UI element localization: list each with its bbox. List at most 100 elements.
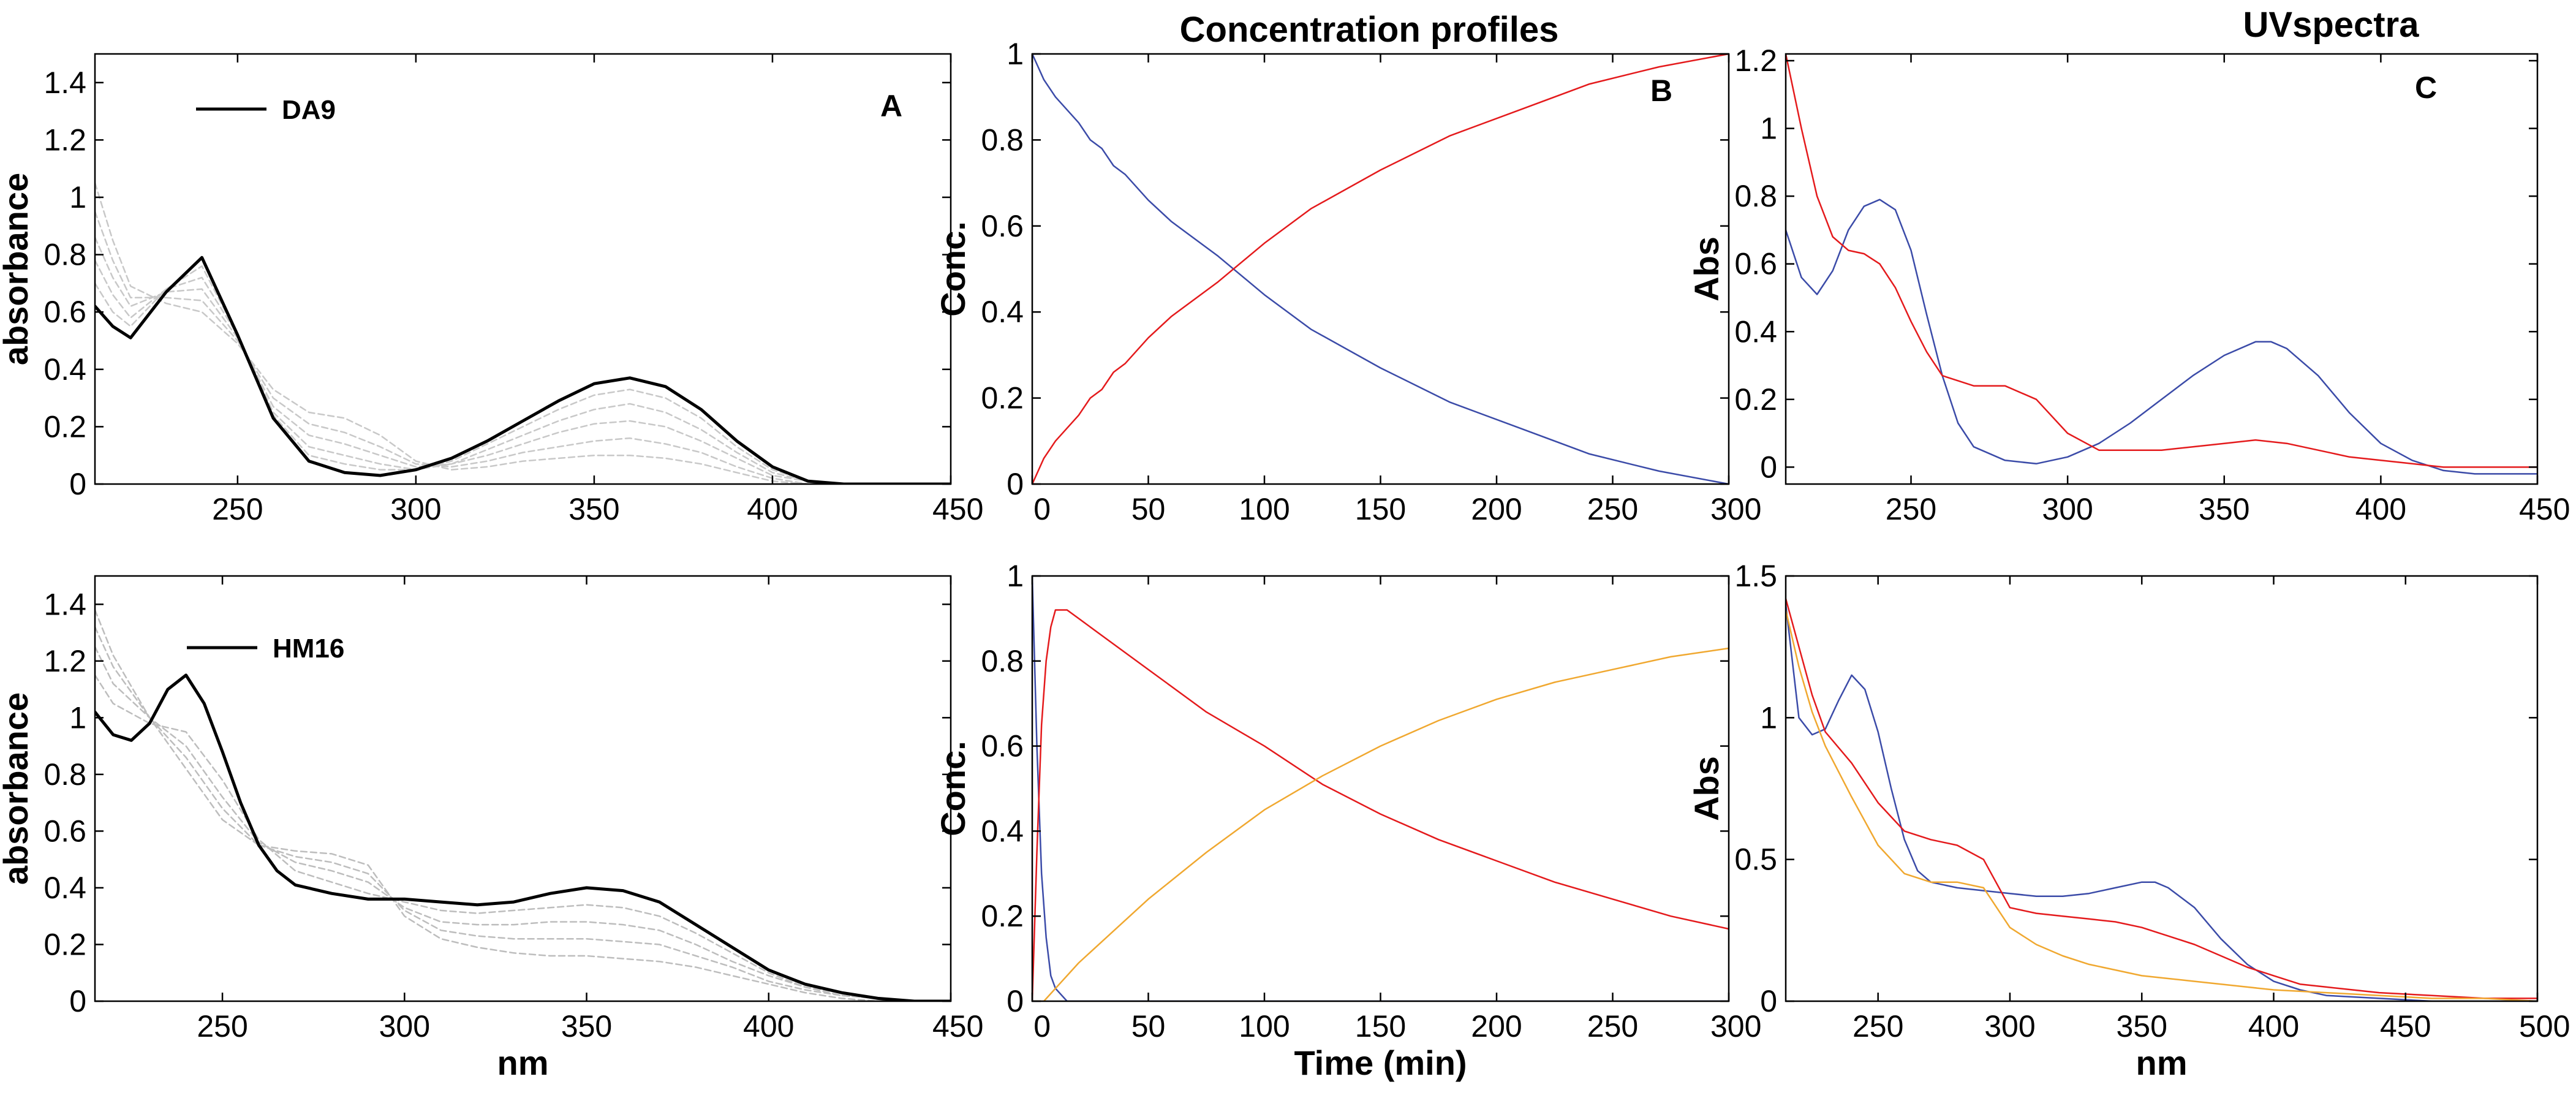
- x-tick-label: 100: [1239, 492, 1290, 526]
- y-tick-label: 1: [1760, 700, 1777, 735]
- y-axis-label: absorbance: [0, 173, 35, 365]
- y-tick-label: 0.4: [981, 814, 1024, 848]
- x-tick-label: 400: [2248, 1009, 2299, 1043]
- series-t3-line: [95, 237, 951, 484]
- x-tick-label: 250: [1886, 492, 1936, 526]
- x-tick-label: 350: [568, 492, 619, 526]
- series-intermediate-line: [1032, 609, 1729, 1001]
- x-tick-label: 250: [197, 1009, 247, 1043]
- panel-4: 250 300 350 400 450 0 0.2 0.4 0.6 0.8 1 1.2 1.4 absor…: [0, 575, 983, 1082]
- x-tick-label: 500: [2519, 1009, 2570, 1043]
- y-tick-label: 1.2: [43, 123, 86, 157]
- series-product-line: [1786, 609, 2537, 1001]
- x-tick-label: 350: [2199, 492, 2249, 526]
- y-tick-label: 0.8: [43, 757, 86, 792]
- y-tick-label: 0.6: [43, 814, 86, 848]
- y-tick-label: 1: [1760, 112, 1777, 146]
- y-axis-label: Abs: [1687, 756, 1726, 821]
- y-tick-label: 0.4: [981, 295, 1024, 329]
- x-tick-label: 150: [1355, 1009, 1406, 1043]
- panel-1: 250 300 350 400 450 0 0.2 0.4 0.6 0.8 1 1.2 1.4 absor…: [0, 53, 983, 526]
- x-tick-label: 350: [561, 1009, 612, 1043]
- y-tick-label: 1.2: [1734, 44, 1777, 78]
- y-tick-label: 0.6: [981, 729, 1024, 763]
- series-hm16-line: [95, 673, 951, 1001]
- axes-box: [1031, 575, 1730, 1002]
- y-tick-label: 0: [1760, 984, 1777, 1018]
- panel-title: Concentration profiles: [1180, 10, 1559, 50]
- x-tick-label: 300: [1710, 492, 1761, 526]
- series-t2-line: [95, 646, 951, 1001]
- x-tick-label: 200: [1471, 1009, 1522, 1043]
- y-tick-label: 0.6: [981, 209, 1024, 243]
- y-tick-label: 0.6: [43, 295, 86, 329]
- y-tick-label: 0.2: [1734, 382, 1777, 417]
- axes-box: [1785, 575, 2539, 1002]
- y-tick-label: 0: [1007, 467, 1024, 501]
- y-tick-label: 1: [69, 700, 86, 735]
- x-tick-label: 400: [747, 492, 798, 526]
- y-axis-label: absorbance: [0, 692, 35, 885]
- y-tick-label: 0.5: [1734, 842, 1777, 877]
- panel-5: 0 50 100 150 200 250 300 0 0.2 0.4 0.6 0.8 1 Conc. Tim…: [934, 559, 1761, 1082]
- x-tick-label: 250: [1587, 492, 1638, 526]
- panel-letter: B: [1650, 74, 1672, 108]
- series-hm16-line: [1786, 604, 2537, 1001]
- x-tick-label: 450: [2519, 492, 2570, 526]
- y-tick-label: 0.2: [43, 927, 86, 961]
- series-hm16-line: [1032, 576, 1729, 1001]
- x-tick-label: 300: [1984, 1009, 2035, 1043]
- x-tick-label: 50: [1131, 492, 1166, 526]
- panel-letter: A: [880, 89, 902, 123]
- series-t1-line: [95, 674, 951, 1001]
- x-tick-label: 100: [1239, 1009, 1290, 1043]
- series-da9-line: [1032, 54, 1729, 484]
- x-tick-label: 250: [1853, 1009, 1903, 1043]
- x-axis-label: nm: [497, 1043, 549, 1082]
- x-tick-label: 150: [1355, 492, 1406, 526]
- x-tick-label: 450: [2380, 1009, 2431, 1043]
- x-axis-label: nm: [2136, 1043, 2188, 1082]
- y-tick-label: 0.4: [43, 352, 86, 387]
- y-axis-label: Conc.: [934, 741, 972, 836]
- series-t2-line: [95, 259, 951, 484]
- x-tick-label: 200: [1471, 492, 1522, 526]
- series-t5-line: [95, 182, 951, 484]
- series-product-line: [1032, 647, 1729, 1001]
- y-tick-label: 1.2: [43, 644, 86, 678]
- legend-label: HM16: [273, 634, 344, 664]
- x-tick-label: 450: [932, 1009, 983, 1043]
- y-tick-label: 1: [69, 180, 86, 214]
- panel-3: 250 300 350 400 450 0 0.2 0.4 0.6 0.8 1 1.2 Abs UVspe…: [1687, 5, 2570, 526]
- y-tick-label: 0.2: [981, 381, 1024, 415]
- panel-title: UVspectra: [2243, 5, 2420, 45]
- legend-label: DA9: [282, 95, 336, 125]
- y-tick-label: 1: [1007, 559, 1024, 593]
- y-tick-label: 0.8: [1734, 179, 1777, 213]
- x-tick-label: 250: [1587, 1009, 1638, 1043]
- x-tick-label: 0: [1033, 1009, 1051, 1043]
- y-tick-label: 0.2: [981, 899, 1024, 933]
- x-tick-label: 450: [932, 492, 983, 526]
- axes-box: [94, 53, 952, 485]
- y-axis-label: Conc.: [934, 221, 972, 317]
- series-t4-line: [95, 609, 951, 1001]
- y-tick-label: 0.6: [1734, 247, 1777, 281]
- y-tick-label: 0.4: [1734, 314, 1777, 349]
- x-tick-label: 250: [212, 492, 263, 526]
- y-tick-label: 0: [69, 467, 86, 501]
- y-tick-label: 0.2: [43, 409, 86, 444]
- x-tick-label: 400: [743, 1009, 794, 1043]
- series-t3-line: [95, 626, 951, 1001]
- x-tick-label: 300: [390, 492, 441, 526]
- series-t1-line: [95, 265, 951, 484]
- series-product-line: [1032, 54, 1729, 484]
- y-tick-label: 0.8: [981, 123, 1024, 157]
- y-tick-label: 0.4: [43, 871, 86, 905]
- x-tick-label: 400: [2355, 492, 2406, 526]
- y-tick-label: 1.5: [1734, 559, 1777, 593]
- y-tick-label: 1.4: [43, 66, 86, 100]
- series-da9-line: [95, 256, 951, 484]
- axes-box: [1031, 53, 1730, 485]
